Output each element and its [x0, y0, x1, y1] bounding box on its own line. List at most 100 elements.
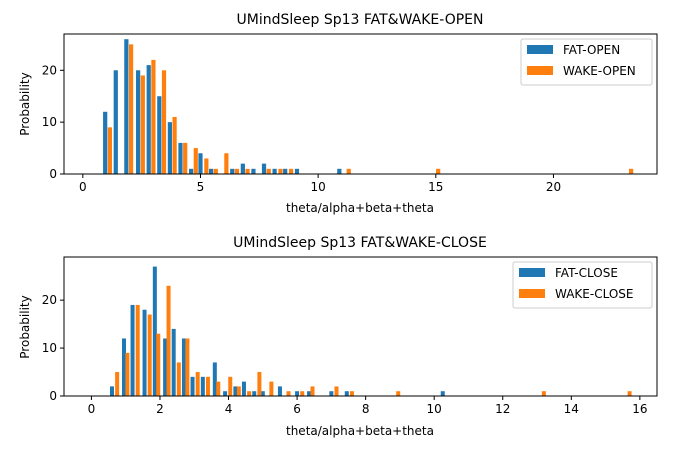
- x-tick-label: 14: [564, 402, 579, 416]
- y-tick-label: 0: [49, 389, 57, 403]
- bar-fat-open-18: [337, 168, 342, 174]
- x-tick-label: 10: [427, 402, 442, 416]
- bar-wake-close-21: [396, 391, 401, 396]
- legend-swatch-fat-close: [519, 268, 545, 277]
- bar-fat-close-4: [152, 266, 157, 396]
- bottom-legend: FAT-CLOSE WAKE-CLOSE: [512, 261, 653, 309]
- y-tick-label: 10: [42, 341, 57, 355]
- bar-fat-open-9: [198, 153, 203, 174]
- top-plot-frame: [63, 33, 658, 175]
- bottom-x-axis-label: theta/alpha+beta+theta: [286, 424, 434, 438]
- bar-wake-close-7: [185, 338, 190, 396]
- bar-wake-open-7: [193, 148, 198, 174]
- bar-fat-close-13: [241, 381, 246, 396]
- bar-wake-open-18: [629, 168, 634, 174]
- x-tick-label: 6: [293, 402, 301, 416]
- bottom-y-ticks: 0 10 20: [42, 293, 64, 403]
- y-tick-label: 0: [49, 167, 57, 181]
- bar-wake-open-14: [278, 168, 283, 174]
- bar-fat-open-15: [272, 168, 277, 174]
- bar-wake-close-13: [247, 391, 252, 396]
- bar-fat-close-20: [344, 391, 349, 396]
- x-tick-label: 2: [156, 402, 164, 416]
- bar-wake-close-5: [166, 285, 171, 396]
- bar-fat-close-6: [171, 328, 176, 396]
- bar-wake-open-11: [234, 168, 240, 174]
- y-tick-label: 10: [42, 115, 57, 129]
- bar-fat-close-3: [142, 309, 147, 396]
- bar-wake-close-0: [115, 372, 120, 396]
- bar-fat-open-11: [230, 168, 235, 174]
- bar-fat-close-16: [277, 386, 282, 396]
- bar-wake-open-13: [266, 168, 271, 174]
- x-tick-label: 12: [495, 402, 510, 416]
- bar-fat-close-11: [223, 391, 228, 396]
- bar-wake-open-9: [213, 168, 218, 174]
- bar-fat-open-13: [251, 168, 256, 174]
- bar-wake-open-6: [183, 142, 188, 174]
- bar-fat-close-15: [260, 391, 265, 396]
- bar-wake-close-19: [334, 386, 339, 396]
- y-tick-label: 20: [42, 63, 57, 77]
- legend-label-wake-close: WAKE-CLOSE: [555, 287, 633, 301]
- top-bars: [103, 39, 634, 175]
- bar-fat-open-1: [113, 70, 118, 174]
- bottom-histogram: UMindSleep Sp13 FAT&WAKE-CLOSE 0 2 4 6 8 10 12…: [18, 235, 658, 438]
- bottom-plot-frame: [63, 256, 658, 397]
- bar-wake-close-14: [257, 372, 262, 396]
- x-tick-label: 8: [362, 402, 370, 416]
- bar-wake-close-2: [135, 304, 140, 396]
- bar-fat-open-12: [240, 163, 245, 174]
- bar-wake-close-11: [228, 376, 233, 396]
- bar-fat-open-3: [136, 70, 141, 174]
- bar-wake-close-3: [147, 314, 152, 396]
- bar-wake-open-10: [224, 153, 229, 174]
- legend-label-wake-open: WAKE-OPEN: [563, 64, 636, 78]
- bar-wake-open-2: [140, 75, 145, 174]
- top-chart-title: UMindSleep Sp13 FAT&WAKE-OPEN: [237, 12, 484, 28]
- legend-swatch-wake-open: [527, 66, 553, 75]
- bar-wake-close-20: [349, 391, 354, 396]
- x-tick-label: 10: [311, 180, 326, 194]
- bar-wake-open-3: [151, 59, 156, 174]
- bar-wake-open-0: [107, 127, 112, 174]
- bar-wake-open-12: [245, 168, 250, 174]
- bar-wake-close-10: [216, 381, 221, 396]
- bar-fat-close-19: [329, 391, 334, 396]
- bar-fat-close-8: [190, 376, 195, 396]
- bar-wake-close-12: [236, 386, 241, 396]
- legend-swatch-wake-close: [519, 289, 545, 298]
- bar-fat-open-6: [167, 122, 172, 174]
- bar-wake-open-1: [128, 44, 134, 175]
- bar-wake-close-23: [627, 391, 632, 396]
- bar-wake-open-15: [288, 168, 294, 174]
- x-tick-label: 4: [225, 402, 233, 416]
- bar-fat-open-14: [261, 163, 267, 174]
- bar-fat-close-12: [233, 386, 238, 396]
- bar-wake-open-4: [161, 70, 167, 174]
- x-tick-label: 0: [79, 180, 87, 194]
- bar-fat-open-0: [103, 111, 108, 174]
- bar-wake-close-17: [300, 391, 305, 396]
- top-y-axis-label: Probability: [18, 72, 32, 135]
- x-tick-label: 15: [428, 180, 443, 194]
- x-tick-label: 0: [88, 402, 96, 416]
- bar-wake-close-22: [541, 391, 546, 396]
- bar-wake-close-18: [310, 386, 315, 396]
- bottom-bars: [109, 266, 632, 396]
- bar-wake-close-6: [176, 362, 181, 396]
- bottom-chart-title: UMindSleep Sp13 FAT&WAKE-CLOSE: [233, 235, 487, 251]
- bar-fat-close-14: [252, 391, 257, 396]
- bar-wake-close-15: [269, 381, 274, 396]
- y-tick-label: 20: [42, 293, 57, 307]
- bottom-y-axis-label: Probability: [18, 295, 32, 358]
- bar-fat-open-7: [178, 142, 183, 174]
- bar-fat-close-7: [181, 338, 186, 396]
- x-tick-label: 16: [632, 402, 647, 416]
- bar-fat-open-4: [146, 65, 151, 174]
- legend-swatch-fat-open: [527, 45, 553, 54]
- bar-wake-close-8: [195, 372, 200, 396]
- bar-fat-close-17: [295, 391, 300, 396]
- top-y-ticks: 0 10 20: [42, 63, 64, 181]
- bar-fat-open-17: [294, 168, 300, 174]
